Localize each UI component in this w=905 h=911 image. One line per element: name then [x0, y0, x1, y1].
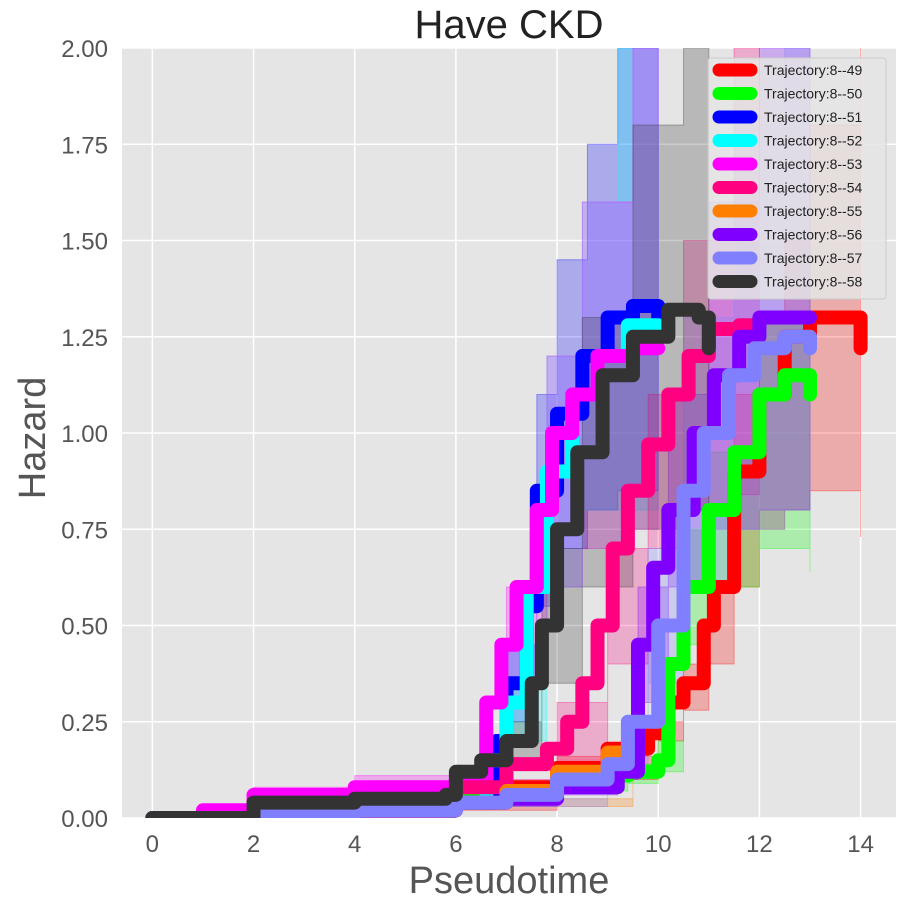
legend-label: Trajectory:8--58	[764, 274, 863, 290]
y-tick-label: 0.75	[61, 517, 108, 544]
legend: Trajectory:8--49 Trajectory:8--50 Trajecto…	[707, 57, 887, 300]
y-tick-labels: 0.00 0.25 0.50 0.75 1.00 1.25 1.50 1.75 2.00	[61, 36, 108, 833]
y-tick-label: 2.00	[61, 36, 108, 63]
legend-label: Trajectory:8--49	[764, 62, 863, 78]
y-tick-label: 0.25	[61, 710, 108, 737]
x-axis-label: Pseudotime	[409, 860, 610, 902]
y-tick-label: 1.50	[61, 229, 108, 256]
legend-label: Trajectory:8--50	[764, 86, 863, 102]
legend-label: Trajectory:8--55	[764, 203, 863, 219]
y-tick-label: 0.00	[61, 806, 108, 833]
series-line	[145, 341, 666, 818]
y-tick-label: 1.75	[61, 132, 108, 159]
x-tick-labels: 0 2 4 6 8 10 12 14	[146, 831, 874, 858]
x-tick-label: 10	[645, 831, 672, 858]
x-tick-label: 2	[247, 831, 260, 858]
series-lines	[145, 298, 868, 818]
chart-title: Have CKD	[415, 3, 604, 47]
legend-label: Trajectory:8--51	[764, 109, 863, 125]
y-tick-label: 0.50	[61, 614, 108, 641]
x-tick-label: 14	[847, 831, 874, 858]
series-line	[145, 329, 817, 818]
x-tick-label: 0	[146, 831, 159, 858]
y-tick-label: 1.25	[61, 325, 108, 352]
legend-label: Trajectory:8--56	[764, 227, 863, 243]
legend-label: Trajectory:8--52	[764, 133, 863, 149]
y-axis-label: Hazard	[12, 377, 54, 500]
x-tick-label: 4	[348, 831, 361, 858]
legend-label: Trajectory:8--54	[764, 180, 863, 196]
x-tick-label: 8	[550, 831, 563, 858]
series-line	[145, 302, 716, 818]
x-tick-label: 12	[746, 831, 773, 858]
legend-label: Trajectory:8--53	[764, 156, 863, 172]
x-tick-label: 6	[449, 831, 462, 858]
legend-label: Trajectory:8--57	[764, 250, 863, 266]
y-tick-label: 1.00	[61, 421, 108, 448]
